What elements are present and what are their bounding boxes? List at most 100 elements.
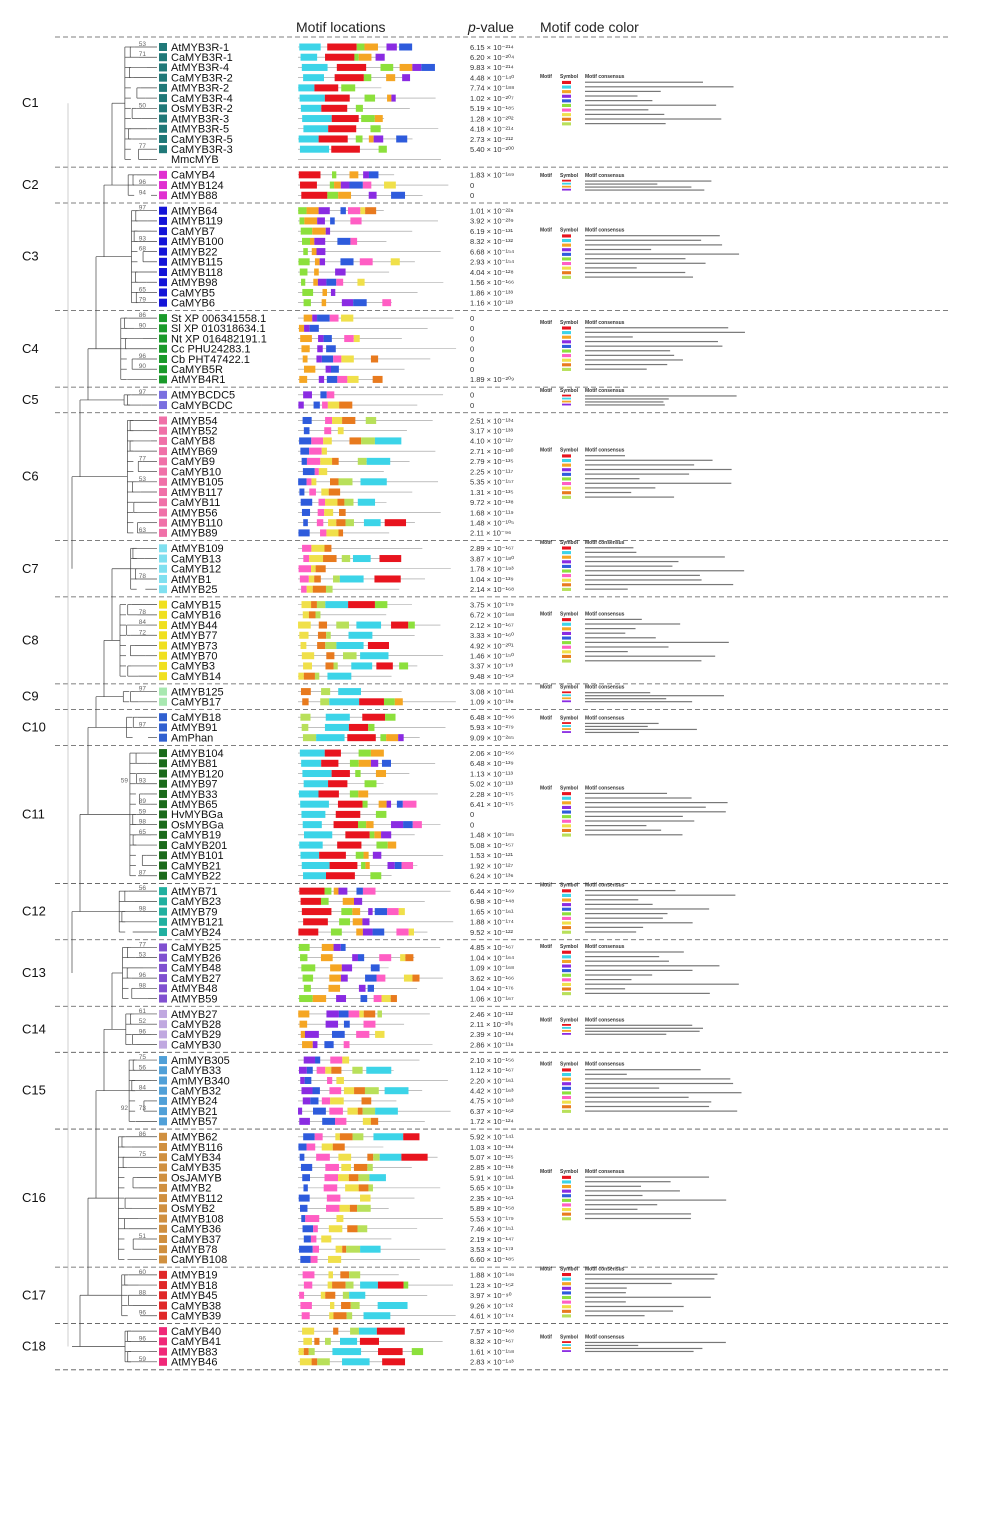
motif-box — [354, 53, 359, 61]
leaf-color-square — [159, 145, 167, 154]
leaf-p-value: 6.44 × 10⁻¹⁶⁹ — [470, 887, 514, 896]
leaf-name: CaMYB9 — [171, 456, 215, 468]
motif-box — [357, 821, 367, 829]
leaf-color-square — [159, 334, 167, 343]
motif-box — [317, 508, 325, 516]
motif-box — [337, 237, 351, 245]
motif-consensus-line — [585, 889, 676, 892]
motif-box — [313, 1107, 326, 1115]
motif-symbol — [562, 815, 571, 819]
bootstrap-value: 89 — [139, 798, 147, 805]
motif-box — [335, 810, 361, 818]
leaf-name: CaMYB41 — [171, 1336, 221, 1348]
leaf-name: AtMYB3R-5 — [171, 124, 229, 136]
bootstrap-value: 53 — [139, 952, 147, 959]
leaf-name: AtMYB117 — [171, 487, 223, 499]
motif-box — [314, 468, 319, 476]
leaf-name: CaMYB37 — [171, 1234, 221, 1246]
motif-box — [298, 1066, 307, 1074]
motif-table-header: Motif consensus — [585, 320, 625, 326]
leaf-name: CaMYB27 — [171, 973, 221, 985]
motif-box — [354, 897, 363, 905]
motif-box — [402, 74, 411, 82]
leaf-color-square — [159, 43, 167, 51]
motif-symbol — [562, 587, 571, 591]
motif-box — [370, 872, 382, 880]
motif-symbol — [562, 926, 571, 930]
leaf-p-value: 9.09 × 10⁻²⁶⁵ — [470, 733, 514, 742]
motif-box — [299, 1358, 312, 1366]
motif-consensus-line — [585, 692, 651, 694]
clade-label: C6 — [22, 469, 39, 484]
motif-box — [336, 278, 344, 286]
motif-table-header: Motif — [540, 320, 552, 326]
motif-box — [336, 995, 347, 1003]
motif-symbol — [562, 618, 571, 622]
leaf-p-value: 5.92 × 10⁻¹⁴¹ — [470, 1133, 514, 1142]
motif-box — [367, 642, 389, 649]
motif-consensus-line — [585, 95, 638, 97]
motif-consensus-line — [585, 908, 710, 910]
phylogenetic-tree — [67, 46, 157, 1363]
leaf-p-value: 7.57 × 10⁻¹⁶⁸ — [470, 1327, 514, 1336]
motif-box — [325, 642, 337, 649]
leaf-name: AtMYB1 — [171, 574, 211, 586]
leaf-p-value: 1.01 × 10⁻²²⁶ — [470, 207, 514, 216]
motif-consensus-line — [585, 1350, 694, 1353]
motif-box — [345, 1184, 359, 1192]
leaf-p-value: 6.48 × 10⁻¹⁹⁶ — [470, 713, 514, 722]
motif-box — [366, 821, 374, 829]
leaf-name: OsMYB3R-2 — [171, 103, 233, 115]
motif-symbol — [562, 1180, 571, 1184]
motif-symbol — [562, 1077, 571, 1081]
motif-box — [310, 237, 315, 245]
motif-box — [328, 519, 337, 527]
clade-label: C7 — [22, 561, 39, 576]
motif-consensus-line — [585, 1176, 710, 1178]
leaf-name: AtMYB2 — [171, 1183, 211, 1195]
motif-symbol — [562, 1175, 571, 1179]
motif-box — [375, 53, 385, 61]
leaf-name: AtMYB120 — [171, 768, 224, 780]
clade-label: C8 — [22, 632, 39, 647]
motif-box — [316, 734, 345, 742]
leaf-color-square — [159, 800, 167, 809]
motif-box — [318, 621, 328, 629]
motif-symbol — [562, 659, 571, 663]
motif-symbol — [562, 728, 571, 730]
motif-table-header: Motif — [540, 883, 552, 889]
leaf-name: CaMYB36 — [171, 1224, 221, 1236]
motif-box — [342, 416, 356, 424]
leaf-p-value: 2.19 × 10⁻¹⁴⁷ — [470, 1235, 514, 1244]
leaf-name: AtMYB64 — [171, 206, 217, 218]
motif-box — [336, 519, 346, 527]
leaf-name: CaMYB25 — [171, 942, 221, 954]
motif-symbol — [562, 828, 571, 832]
leaf-color-square — [159, 1311, 167, 1320]
leaf-color-square — [159, 984, 167, 993]
leaf-color-square — [159, 467, 167, 476]
leaf-color-square — [159, 1056, 167, 1065]
motif-box — [303, 391, 312, 399]
motif-box — [303, 1348, 309, 1356]
leaf-name: CaMYB3R-5 — [171, 134, 233, 146]
motif-box — [364, 780, 377, 788]
leaf-color-square — [159, 104, 167, 113]
leaf-p-value: 0 — [470, 365, 474, 374]
leaf-color-square — [159, 1214, 167, 1223]
bootstrap-value: 51 — [139, 1233, 147, 1240]
motif-box — [353, 335, 360, 343]
motif-box — [374, 575, 401, 583]
motif-box — [331, 1066, 342, 1074]
motif-symbol — [562, 1341, 571, 1343]
leaf-p-value: 2.86 × 10⁻¹¹⁶ — [470, 1040, 514, 1049]
motif-box — [352, 1066, 363, 1074]
motif-symbol — [562, 578, 571, 582]
bootstrap-value: 59 — [139, 1356, 147, 1363]
motif-box — [333, 662, 338, 670]
motif-symbol — [562, 564, 571, 568]
motif-box — [304, 1030, 319, 1038]
motif-symbol — [562, 560, 571, 564]
motif-box — [375, 770, 387, 778]
motif-box — [344, 335, 354, 343]
